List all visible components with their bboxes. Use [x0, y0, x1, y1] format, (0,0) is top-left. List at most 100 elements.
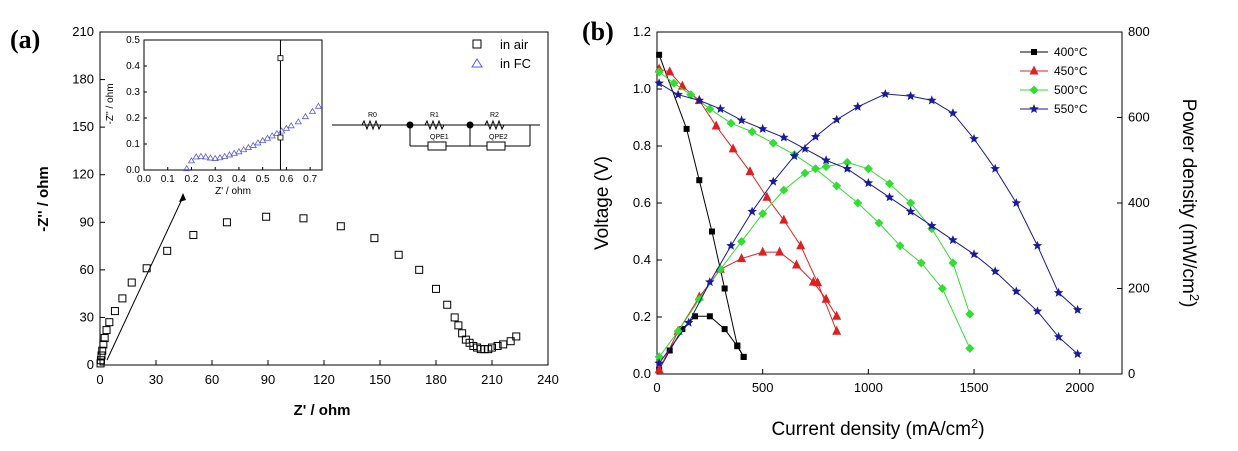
power-point: [808, 276, 818, 286]
inset-point-in-air: [277, 134, 284, 141]
qpe2: [486, 141, 506, 151]
series-400°C: [656, 51, 747, 373]
voltage-point: [721, 285, 728, 292]
data-point-in-air: [98, 346, 107, 355]
data-point-in-fc: [202, 153, 210, 160]
x-axis-label-b: Current density (mA/cm2): [771, 416, 984, 440]
y-tick-label-b: 0.2: [633, 309, 651, 324]
data-point-in-fc: [211, 154, 219, 161]
power-point: [737, 236, 747, 246]
power-point: [832, 310, 842, 320]
data-point-in-air: [102, 326, 111, 335]
x-tick-label-a: 0: [96, 372, 103, 387]
power-point: [654, 358, 664, 368]
y2-axis-label-b: Power density (mW/cm2): [1178, 99, 1202, 308]
y-tick-label-a: 120: [72, 167, 94, 182]
legend-label-b: 550°C: [1054, 102, 1088, 116]
data-point-in-air: [415, 265, 424, 274]
circuit-label-r2: R2: [490, 112, 499, 119]
legend-label-b: 500°C: [1054, 83, 1088, 97]
voltage-point: [990, 266, 1000, 276]
x-tick-label-a: 210: [481, 372, 503, 387]
power-line: [658, 93, 1078, 364]
resistor-r2: [484, 119, 505, 131]
y-tick-label-a: 0: [87, 357, 94, 372]
data-point-in-fc: [235, 148, 243, 155]
y2-tick-label-b: 400: [1128, 195, 1150, 210]
data-point-in-air: [506, 337, 515, 346]
x-tick-label-a: 90: [261, 372, 275, 387]
x-tick-label-b: 1500: [960, 380, 989, 395]
power-point: [734, 343, 741, 350]
voltage-point: [768, 138, 778, 148]
x-tick-label-a: 180: [425, 372, 447, 387]
y-tick-label-b: 0.8: [633, 138, 651, 153]
inset-y-tick-label: 0.3: [126, 87, 140, 98]
power-point: [810, 131, 821, 141]
power-point: [654, 364, 664, 374]
power-point: [1053, 287, 1064, 297]
x-tick-label-b: 1000: [854, 380, 883, 395]
voltage-point: [654, 78, 664, 88]
data-point-in-air: [222, 218, 231, 227]
inset-plot: 0.0 0.1 0.2 0.3 0.4 0.5 0.0 0.1 0.2 0.3 0.4 0.5 0.6…: [105, 35, 323, 197]
x-tick-label-a: 120: [313, 372, 335, 387]
voltage-point: [927, 220, 937, 230]
data-point-in-air: [127, 278, 136, 287]
voltage-point: [762, 191, 772, 201]
power-point: [737, 253, 747, 263]
power-point: [853, 101, 863, 111]
voltage-point: [683, 125, 690, 132]
voltage-line: [658, 71, 971, 349]
power-point: [842, 157, 852, 167]
voltage-point: [1032, 306, 1043, 316]
power-point: [789, 151, 800, 160]
y-axis-label-a: -Z'' / ohm: [35, 166, 52, 231]
voltage-point: [1053, 331, 1064, 341]
power-point: [880, 89, 890, 98]
circuit-label-qpe2: QPE2: [489, 134, 508, 141]
y-axis-label-b: Voltage (V): [592, 156, 613, 250]
power-line: [658, 161, 971, 358]
data-point-in-fc: [220, 152, 229, 159]
legend-a: in air in FC: [471, 37, 531, 71]
voltage-line: [658, 82, 1078, 355]
y-tick-label-b: 0.4: [633, 252, 651, 267]
arrow-head: [179, 193, 186, 202]
series-500°C: [654, 67, 975, 362]
data-point-in-air: [488, 343, 496, 352]
x-tick-label-b: 0: [653, 380, 660, 395]
data-point-in-fc: [187, 157, 196, 164]
voltage-point: [905, 206, 916, 216]
voltage-point: [884, 192, 895, 202]
voltage-point: [863, 178, 874, 188]
voltage-point: [665, 66, 675, 76]
voltage-point: [745, 166, 755, 176]
power-point: [927, 95, 937, 105]
power-point: [800, 168, 810, 178]
voltage-point: [705, 104, 715, 114]
voltage-point: [728, 143, 738, 153]
y-tick-label-a: 90: [80, 214, 94, 229]
x-tick-label-a: 150: [369, 372, 391, 387]
voltage-point: [937, 284, 947, 293]
legend-marker-b: [1029, 65, 1039, 75]
inset-y-tick-label: 0.4: [126, 61, 140, 72]
power-point: [792, 259, 801, 269]
power-point: [694, 294, 704, 304]
voltage-point: [757, 123, 768, 133]
inset-y-tick-label: 0.5: [126, 35, 140, 46]
qpe1: [427, 141, 447, 151]
voltage-point: [965, 343, 975, 353]
inset-x-tick-label: 0.0: [137, 174, 151, 185]
y-tick-label-b: 0.6: [633, 195, 651, 210]
circuit-label-qpe1: QPE1: [430, 134, 449, 141]
x-axis-label-a: Z' / ohm: [294, 402, 351, 419]
voltage-point: [726, 118, 736, 128]
data-point-in-air: [454, 321, 463, 330]
legend-marker-b: [1029, 104, 1039, 113]
data-point-in-air: [512, 332, 521, 341]
y-tick-label-a: 210: [72, 24, 94, 39]
data-point-in-fc: [183, 164, 191, 172]
power-point: [821, 293, 831, 303]
